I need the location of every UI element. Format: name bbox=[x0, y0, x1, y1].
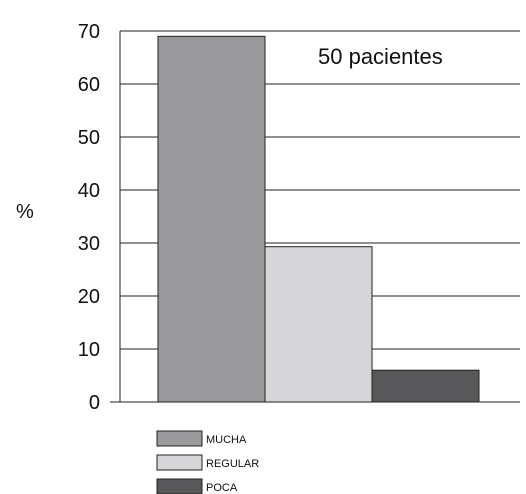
legend-label-regular: REGULAR bbox=[206, 458, 259, 470]
y-tick-10: 10 bbox=[78, 339, 100, 361]
y-tick-30: 30 bbox=[78, 233, 100, 255]
y-tick-60: 60 bbox=[78, 74, 100, 96]
y-tick-20: 20 bbox=[78, 286, 100, 308]
bars bbox=[157, 35, 480, 403]
legend-swatch-mucha bbox=[156, 430, 203, 447]
y-tick-70: 70 bbox=[78, 21, 100, 43]
axes bbox=[110, 31, 520, 403]
bar-regular bbox=[264, 246, 373, 403]
bar-poca bbox=[371, 369, 480, 403]
legend: MUCHA REGULAR POCA bbox=[156, 430, 259, 494]
y-tick-40: 40 bbox=[78, 180, 100, 202]
y-tick-50: 50 bbox=[78, 127, 100, 149]
legend-swatch-poca bbox=[156, 478, 203, 494]
legend-label-poca: POCA bbox=[206, 482, 238, 494]
y-axis-label: % bbox=[16, 201, 34, 223]
legend-swatch-regular bbox=[156, 454, 203, 471]
bar-mucha bbox=[157, 35, 266, 403]
annotation-text: 50 pacientes bbox=[318, 44, 443, 69]
y-tick-0: 0 bbox=[89, 392, 100, 414]
legend-label-mucha: MUCHA bbox=[206, 434, 247, 446]
y-tick-labels: 0 10 20 30 40 50 60 70 bbox=[78, 21, 100, 414]
